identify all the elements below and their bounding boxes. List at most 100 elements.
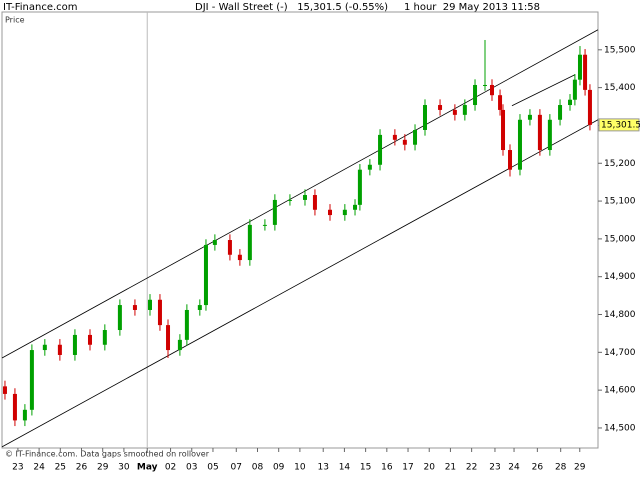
x-tick-label: 16 [381,463,393,473]
x-tick-label: 20 [424,463,436,473]
candle-body [72,334,77,355]
candle-body [583,54,588,90]
x-tick-label: 23 [12,463,23,473]
candle-body [527,114,532,120]
candle-body [353,204,358,210]
y-tick-label: 15,500 [604,45,636,55]
y-tick-label: 15,400 [604,83,636,93]
x-tick-label: 15 [360,463,371,473]
y-tick-label: 14,500 [604,423,636,433]
candle-body [452,109,457,115]
candle-body [57,344,62,355]
x-tick-label: 09 [273,463,285,473]
candle-body [462,105,467,115]
candle-body [501,109,506,151]
candle-body [413,129,418,145]
last-price-label: 15,301.5 [601,120,640,130]
x-tick-label: May [137,463,158,473]
x-tick-label: 10 [294,463,306,473]
candle-body [2,386,7,394]
x-tick-label: 21 [445,463,456,473]
trend-line [1,119,599,448]
x-tick-label: 26 [76,463,88,473]
candle-body [302,195,307,200]
x-tick-label: 22 [466,463,477,473]
x-tick-label: 02 [165,463,176,473]
candle-body [558,105,563,120]
candle-body [29,350,34,410]
trend-line [1,29,599,359]
candle-body [537,114,542,151]
y-tick-label: 14,700 [604,348,636,358]
candle-body [357,169,362,205]
y-tick-label: 14,800 [604,310,636,320]
candle-body [132,305,137,310]
candle-body [328,209,333,216]
x-tick-label: 05 [207,463,218,473]
candle-body [508,150,513,170]
candle-body [572,79,577,100]
y-tick-label: 15,000 [604,234,636,244]
candle-body [197,305,202,310]
candle-body [517,119,522,170]
candle-body [212,240,217,245]
candle-body [203,244,208,306]
candle-body [117,305,122,331]
candle-body [12,393,17,421]
x-tick-label: 24 [33,463,45,473]
x-tick-label: 14 [339,463,351,473]
candle-body [367,164,372,170]
footnote: © IT-Finance.com. Data gaps smoothed on … [5,450,210,459]
last-price-box [598,118,640,132]
y-axis-label: Price [5,16,25,25]
x-tick-label: 30 [118,463,130,473]
x-tick-label: 26 [532,463,544,473]
x-tick-label: 29 [574,463,586,473]
x-tick-label: 23 [489,463,500,473]
candle-body [147,299,152,310]
candle-body [587,89,592,125]
candle-body [402,139,407,145]
x-tick-label: 08 [252,463,264,473]
candle-body [438,105,443,110]
candle-body [262,224,267,226]
candle-body [227,240,232,255]
candle-body [498,95,503,110]
candle-body [568,99,573,106]
candle-body [184,309,189,340]
candle-body [547,119,552,151]
candle-body [287,199,292,201]
candle-body [473,84,478,106]
y-tick-label: 14,600 [604,386,636,396]
candle-body [157,299,162,326]
candle-body [378,134,383,165]
candle-body [177,339,182,351]
plot-area [1,11,599,449]
y-tick-label: 14,900 [604,272,636,282]
candle-body [392,134,397,140]
candle-body [342,209,347,216]
candle-body [166,325,171,351]
x-tick-label: 17 [402,463,413,473]
y-tick-label: 15,200 [604,159,636,169]
site-name: IT-Finance.com [3,2,78,13]
candle-body [272,199,277,225]
x-tick-label: 25 [55,463,66,473]
x-tick-label: 28 [555,463,567,473]
trend-line [511,74,576,107]
marks [1,12,599,448]
x-tick-label: 13 [317,463,328,473]
x-tick-label: 29 [97,463,109,473]
candle-body [482,84,487,86]
y-tick-label: 15,100 [604,197,636,207]
candle-body [102,330,107,345]
x-tick-label: 24 [508,463,520,473]
candle-body [422,105,427,130]
candle-body [247,224,252,261]
chart-title: DJI - Wall Street (-) 15,301.5 (-0.55%) … [195,2,540,13]
candle-body [312,195,317,210]
candle-body [577,54,582,80]
candle-body [87,334,92,345]
candle-body [489,84,494,96]
